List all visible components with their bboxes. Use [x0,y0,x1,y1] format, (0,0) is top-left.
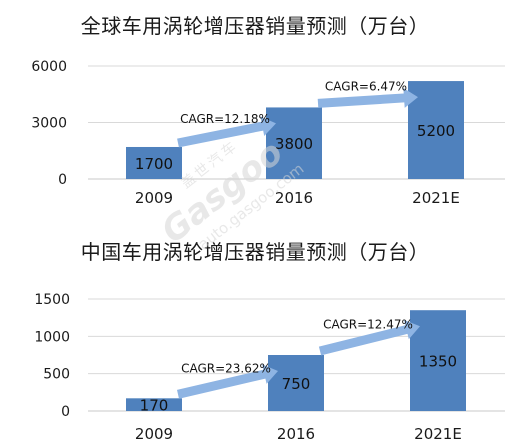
y-tick-label: 1500 [34,292,70,308]
bar-data-label: 1700 [135,155,173,173]
bar [126,398,182,411]
bar-data-label: 1350 [419,353,457,371]
y-tick-label: 1000 [34,329,70,345]
x-tick-label: 2016 [277,425,315,443]
global-turbo-sales-chart: 全球车用涡轮增压器销量预测（万台） 0 3000 6000 1700 2009 3800 2… [31,14,505,207]
bar-data-label: 3800 [275,135,313,153]
y-tick-label: 6000 [31,59,67,75]
global-chart-plot: 0 3000 6000 1700 2009 3800 2016 5200 2021E CAGR=1… [31,59,505,207]
cagr-label: CAGR=6.47% [325,79,407,93]
x-tick-label: 2009 [135,189,173,207]
cagr-label: CAGR=12.18% [180,112,270,126]
china-turbo-sales-chart: 中国车用涡轮增压器销量预测（万台） 0 500 1000 1500 170 2009 750… [0,224,510,448]
y-tick-label: 3000 [31,116,67,132]
x-tick-label: 2021E [412,189,460,207]
cagr-arrow: CAGR=12.47% [318,318,420,356]
bar-data-label: 170 [140,397,169,415]
x-tick-label: 2016 [275,189,313,207]
arrow-shape [177,116,276,148]
x-tick-label: 2021E [414,425,462,443]
chart-title: 全球车用涡轮增压器销量预测（万台） [80,14,430,38]
cagr-arrow: CAGR=12.18% [177,112,276,148]
arrow-shape [177,364,278,399]
cagr-label: CAGR=12.47% [323,318,413,332]
x-tick-label: 2009 [135,425,173,443]
cagr-label: CAGR=23.62% [181,362,271,376]
y-tick-label: 0 [58,172,67,188]
bar [126,146,182,179]
chart-title: 中国车用涡轮增压器销量预测（万台） [80,240,430,264]
bar-data-label: 5200 [417,122,455,140]
china-chart-plot: 0 500 1000 1500 170 2009 750 2016 1350 2021E CAGR=… [34,292,505,443]
bar [268,355,324,411]
cagr-arrow: CAGR=23.62% [177,362,278,399]
bar [266,107,322,179]
arrow-shape [318,319,420,356]
y-tick-label: 500 [43,367,70,383]
bar-data-label: 750 [282,375,311,393]
y-tick-label: 0 [61,404,70,420]
arrow-shape [317,88,418,108]
bar [410,310,466,411]
cagr-arrow: CAGR=6.47% [317,79,418,108]
